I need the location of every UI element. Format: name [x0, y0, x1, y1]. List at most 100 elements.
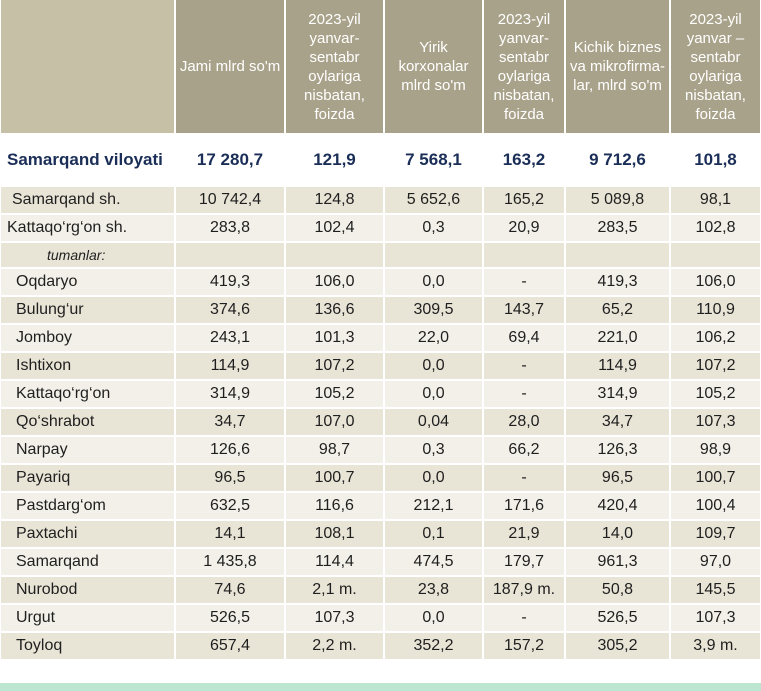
table-cell: 179,7 — [484, 549, 564, 575]
table-cell: 165,2 — [484, 187, 564, 213]
table-cell: 17 280,7 — [176, 135, 284, 185]
table-cell: 126,3 — [566, 437, 669, 463]
header-row: Jami mlrd so'm 2023-yil yanvar-sentabr o… — [1, 0, 760, 133]
table-cell: 657,4 — [176, 633, 284, 659]
table-cell: 419,3 — [566, 269, 669, 295]
table-cell: 107,3 — [286, 605, 383, 631]
table-cell: 0,0 — [385, 465, 482, 491]
table-cell: - — [484, 465, 564, 491]
table-cell: 23,8 — [385, 577, 482, 603]
table-cell: 98,1 — [671, 187, 760, 213]
table-cell: 632,5 — [176, 493, 284, 519]
table-cell: 98,7 — [286, 437, 383, 463]
table-cell: 96,5 — [176, 465, 284, 491]
table-cell: 100,7 — [286, 465, 383, 491]
table-cell: 20,9 — [484, 215, 564, 241]
row-name: Samarqand — [1, 549, 174, 575]
table-cell — [566, 243, 669, 267]
table-cell — [286, 243, 383, 267]
table-cell: 2,2 m. — [286, 633, 383, 659]
table-cell: 107,2 — [286, 353, 383, 379]
statistics-table: Jami mlrd so'm 2023-yil yanvar-sentabr o… — [1, 0, 760, 659]
table-row: Samarqand sh. 10 742,4 124,8 5 652,6 165… — [1, 187, 760, 213]
table-cell: 0,04 — [385, 409, 482, 435]
header-stub — [1, 0, 174, 133]
table-cell: 102,8 — [671, 215, 760, 241]
row-name: Jomboy — [1, 325, 174, 351]
table-cell: 9 712,6 — [566, 135, 669, 185]
table-row: Oqdaryo 419,3 106,0 0,0-419,3 106,0 — [1, 269, 760, 295]
table-cell: 314,9 — [566, 381, 669, 407]
table-cell: 243,1 — [176, 325, 284, 351]
table-cell: 419,3 — [176, 269, 284, 295]
header-yirik: Yirik korxonalar mlrd so'm — [385, 0, 482, 133]
table-cell: 474,5 — [385, 549, 482, 575]
table-cell: 108,1 — [286, 521, 383, 547]
table-cell: - — [484, 381, 564, 407]
table-cell: 163,2 — [484, 135, 564, 185]
row-name: Oqdaryo — [1, 269, 174, 295]
table-cell: 1 435,8 — [176, 549, 284, 575]
row-name: Samarqand sh. — [1, 187, 174, 213]
table-cell: 101,8 — [671, 135, 760, 185]
table-cell: 116,6 — [286, 493, 383, 519]
group-label: tumanlar: — [1, 243, 174, 267]
table-row: Paxtachi 14,1 108,1 0,1 21,9 14,0 109,7 — [1, 521, 760, 547]
table-cell — [484, 243, 564, 267]
table-cell: 74,6 — [176, 577, 284, 603]
table-cell: 374,6 — [176, 297, 284, 323]
table-cell: 106,2 — [671, 325, 760, 351]
table-cell: 145,5 — [671, 577, 760, 603]
table-cell: 14,0 — [566, 521, 669, 547]
table-cell: 107,0 — [286, 409, 383, 435]
row-name: Urgut — [1, 605, 174, 631]
table-cell — [176, 243, 284, 267]
table-cell: 0,0 — [385, 381, 482, 407]
table-cell: 106,0 — [286, 269, 383, 295]
table-cell: 107,3 — [671, 409, 760, 435]
table-cell: 5 652,6 — [385, 187, 482, 213]
table-cell: 110,9 — [671, 297, 760, 323]
table-cell: 0,3 — [385, 215, 482, 241]
table-cell: 352,2 — [385, 633, 482, 659]
row-name: Paxtachi — [1, 521, 174, 547]
table-cell: 28,0 — [484, 409, 564, 435]
table-cell: 143,7 — [484, 297, 564, 323]
row-name: Kattaqo‘rg‘on sh. — [1, 215, 174, 241]
table-cell: 0,0 — [385, 605, 482, 631]
table-cell — [671, 243, 760, 267]
header-kichik: Kichik biznes va mikrofirma-lar, mlrd so… — [566, 0, 669, 133]
table-cell: 305,2 — [566, 633, 669, 659]
table-cell: 283,8 — [176, 215, 284, 241]
table-cell: 314,9 — [176, 381, 284, 407]
table-row: Nurobod 74,6 2,1 m. 23,8 187,9 m. 50,8 145,5 — [1, 577, 760, 603]
table-cell: 98,9 — [671, 437, 760, 463]
bottom-strip — [0, 683, 761, 691]
table-cell: 0,0 — [385, 353, 482, 379]
row-name: Bulung‘ur — [1, 297, 174, 323]
table-cell: 107,2 — [671, 353, 760, 379]
row-name: Narpay — [1, 437, 174, 463]
table-cell: 3,9 m. — [671, 633, 760, 659]
table-cell: 10 742,4 — [176, 187, 284, 213]
table-cell: 212,1 — [385, 493, 482, 519]
table-cell: 114,9 — [176, 353, 284, 379]
table-cell: 0,1 — [385, 521, 482, 547]
table-cell: 96,5 — [566, 465, 669, 491]
table-row: Qo‘shrabot 34,7 107,0 0,04 28,0 34,7 107,3 — [1, 409, 760, 435]
table-cell: 50,8 — [566, 577, 669, 603]
table-cell: - — [484, 605, 564, 631]
table-cell: 157,2 — [484, 633, 564, 659]
table-cell: - — [484, 269, 564, 295]
table-cell: 97,0 — [671, 549, 760, 575]
region-row: Samarqand viloyati 17 280,7 121,9 7 568,… — [1, 135, 760, 185]
table-cell: 961,3 — [566, 549, 669, 575]
row-name: Nurobod — [1, 577, 174, 603]
table-cell: 187,9 m. — [484, 577, 564, 603]
table-cell: 126,6 — [176, 437, 284, 463]
table-row: Bulung‘ur 374,6 136,6 309,5 143,7 65,2 110,9 — [1, 297, 760, 323]
table-cell: 66,2 — [484, 437, 564, 463]
table-cell: 114,4 — [286, 549, 383, 575]
table-row: Kattaqo‘rg‘on sh. 283,8 102,4 0,3 20,9 2… — [1, 215, 760, 241]
table-cell: 14,1 — [176, 521, 284, 547]
